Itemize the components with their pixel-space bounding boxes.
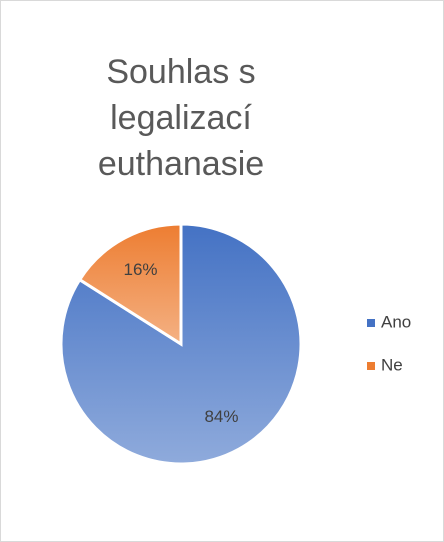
- legend-label: Ano: [381, 312, 411, 331]
- data-label: 84%: [204, 407, 238, 426]
- legend-label: Ne: [381, 355, 403, 374]
- legend-swatch: [367, 319, 375, 327]
- pie-slice: [77, 222, 183, 347]
- data-label: 16%: [124, 260, 158, 279]
- chart-title: Souhlas s legalizací euthanasie: [97, 53, 265, 183]
- legend-swatch: [367, 362, 375, 370]
